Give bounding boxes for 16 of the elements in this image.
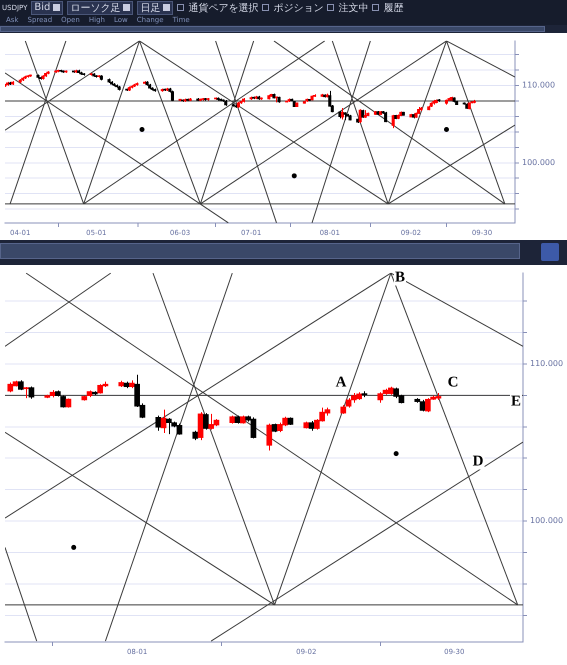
text: 注文中	[338, 2, 368, 14]
text: Bid	[34, 2, 50, 13]
y-tick-label: 100.000	[522, 158, 556, 167]
annotation: A	[334, 374, 348, 390]
text: 通貨ペアを選択	[188, 2, 258, 14]
y-tick-label: 110.000	[522, 80, 556, 90]
y-tick-label: 100.000	[530, 516, 564, 526]
annotation: E	[510, 394, 522, 410]
annotation: B	[394, 270, 406, 286]
text: 日足	[140, 2, 160, 14]
text: ローソク足	[70, 2, 120, 14]
text: ポジション	[273, 2, 324, 14]
y-tick-label: 110.000	[530, 359, 564, 368]
text: 履歴	[383, 2, 404, 14]
annotation: C	[446, 374, 460, 390]
annotation: D	[472, 454, 484, 470]
